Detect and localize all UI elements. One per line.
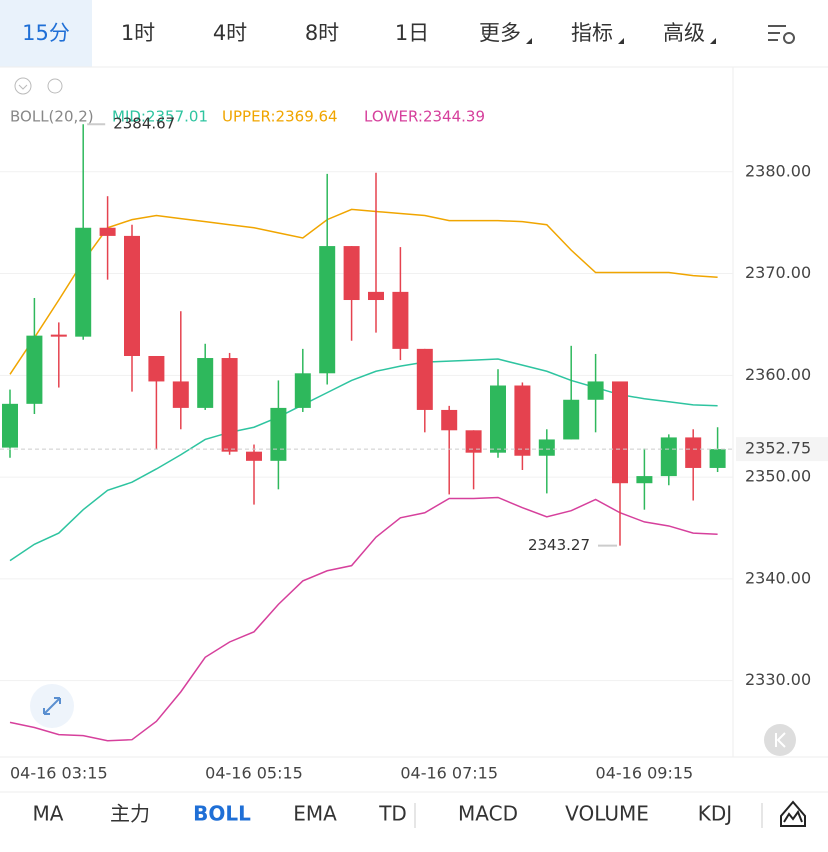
dropdown-arrow [710,38,716,44]
y-tick-label: 2360.00 [745,365,811,384]
tab[interactable]: 8时 [305,21,339,45]
y-tick-label: 2350.00 [745,467,811,486]
indicator-tab[interactable]: VOLUME [565,802,649,826]
candle-body [514,385,531,456]
candle-body [636,476,653,484]
indicator-label: BOLL(20,2) [10,108,94,126]
legend-entry: LOWER:2344.39 [364,108,485,126]
max-label: 2384.67 [113,115,175,133]
indicator-tab[interactable]: MA [33,802,64,826]
indicator-tab[interactable]: TD [378,802,407,826]
tab[interactable]: 1时 [121,21,155,45]
collapse-arrow [18,84,28,90]
chart-style-icon[interactable] [780,800,806,827]
y-tick-label: 2330.00 [745,670,811,689]
indicator-tab[interactable]: BOLL [193,802,251,826]
boll-line [9,208,718,375]
candle-body [197,358,214,408]
last-price-label: 2352.75 [745,439,811,458]
tab[interactable]: 高级 [663,21,705,45]
indicator-tab[interactable]: MACD [458,802,518,826]
candle-body [660,437,677,477]
candle-body [270,407,287,461]
candle-body [246,451,262,461]
candle-body [221,358,238,452]
boll-line [9,358,718,562]
candle-body [538,439,555,456]
x-tick-label: 04-16 03:15 [10,764,108,783]
candle-body [75,227,92,337]
active-tab-bg [0,0,92,67]
min-label: 2343.27 [528,536,590,554]
candle-body [294,373,311,408]
expand-icon [43,697,61,715]
candle-body [490,385,506,453]
dropdown-arrow [526,38,532,44]
tab[interactable]: 1日 [395,21,429,45]
candle-body [441,409,458,431]
legend-entry: UPPER:2369.64 [222,108,338,126]
indicator-tab[interactable]: EMA [293,802,337,826]
scroll-end-icon [775,732,786,748]
candle-body [563,399,580,440]
legend-entry: MID:2357.01 [112,108,208,126]
scroll-end-button[interactable] [764,724,796,756]
candle-body [343,246,360,301]
candle-body [368,291,384,301]
candle-body [148,355,165,382]
candle-body [612,381,628,484]
indicator-tab[interactable]: 主力 [110,802,150,826]
y-tick-label: 2380.00 [745,161,811,180]
boll-line [9,496,718,742]
candle-body [26,335,43,404]
x-tick-label: 04-16 09:15 [596,764,694,783]
candle-body [465,430,482,453]
y-tick-label: 2340.00 [745,568,811,587]
collapse-icon[interactable] [14,77,32,95]
settings-gear[interactable] [47,78,63,94]
last-price-box [736,437,828,462]
candle-body [709,449,726,468]
y-tick-label: 2370.00 [745,263,811,282]
tab[interactable]: 更多 [479,21,521,45]
candle-body [172,381,189,408]
candle-body [124,235,140,356]
candle-body [319,246,336,374]
candle-body [392,291,409,349]
candle-body [685,437,702,468]
candle-body [2,403,18,448]
dropdown-arrow [618,38,624,44]
x-tick-label: 04-16 07:15 [400,764,498,783]
settings-icon[interactable] [768,25,795,44]
candle-body [587,381,604,400]
candle-body [416,348,433,410]
candle-body [99,227,116,236]
x-tick-label: 04-16 05:15 [205,764,303,783]
candle-body [50,334,67,337]
tab[interactable]: 4时 [213,21,247,45]
indicator-tab[interactable]: KDJ [698,802,732,826]
tab[interactable]: 指标 [571,21,613,45]
tab[interactable]: 15分 [22,21,70,45]
